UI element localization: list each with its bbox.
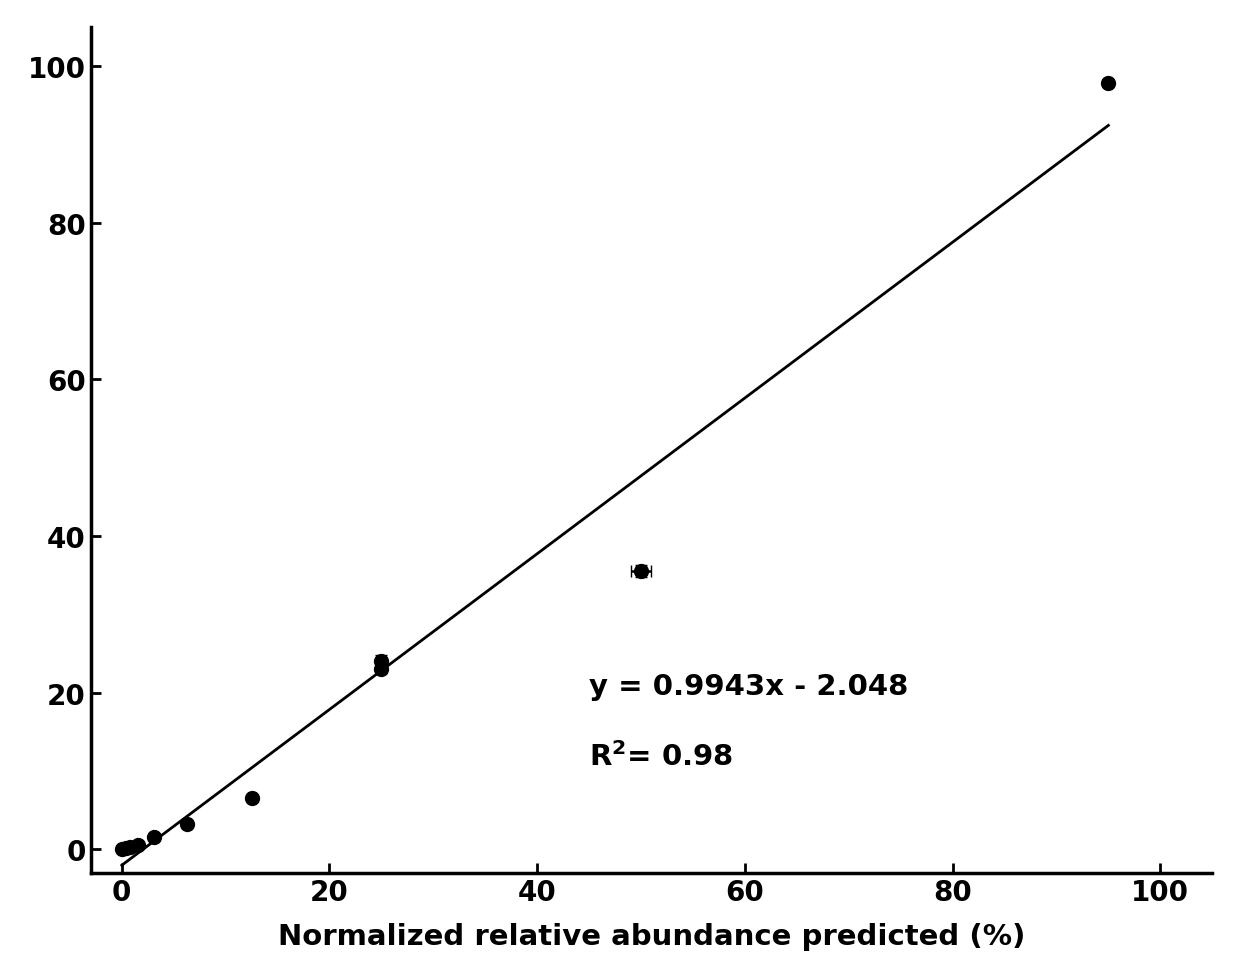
Text: R$\mathbf{^2}$= 0.98: R$\mathbf{^2}$= 0.98 — [589, 741, 733, 771]
Text: y = 0.9943x - 2.048: y = 0.9943x - 2.048 — [589, 673, 909, 700]
X-axis label: Normalized relative abundance predicted (%): Normalized relative abundance predicted … — [278, 922, 1025, 951]
